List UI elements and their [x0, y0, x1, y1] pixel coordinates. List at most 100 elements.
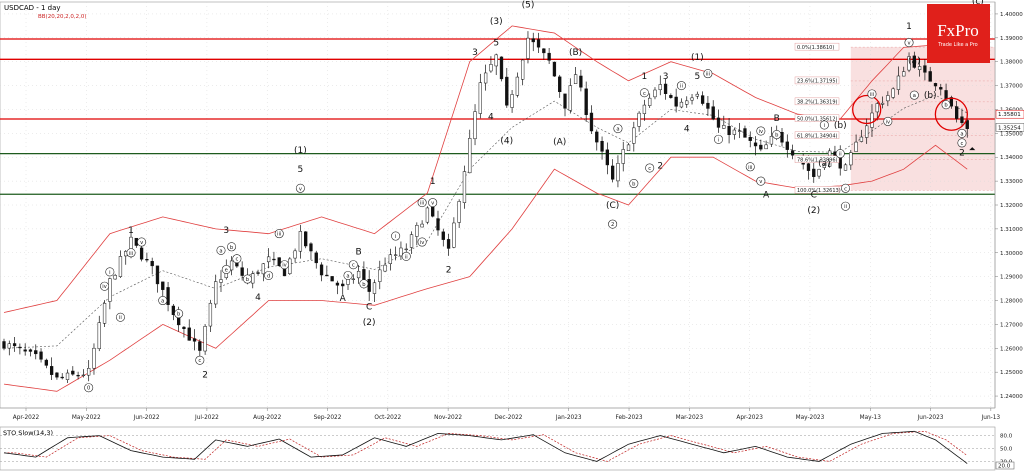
wave-label: 3: [472, 48, 478, 58]
candle-body: [637, 112, 641, 127]
wave-label: c: [235, 257, 238, 263]
wave-label: c: [198, 358, 201, 364]
candle-body: [923, 65, 927, 73]
candle-body: [76, 374, 80, 377]
candle-body: [468, 138, 472, 174]
candle-body: [7, 343, 11, 349]
candle-body: [716, 117, 721, 128]
candle-body: [499, 56, 504, 80]
candle-body: [457, 201, 461, 223]
candle-body: [722, 125, 726, 129]
candle-body: [341, 283, 345, 287]
wave-circle: [417, 237, 427, 247]
wave-label: (3): [490, 17, 503, 27]
candle-body: [182, 326, 186, 329]
highlight-circles: [852, 94, 976, 151]
wave-circle: [359, 279, 369, 289]
wave-circle: [883, 116, 893, 126]
candle-body: [817, 169, 821, 177]
wave-label: v: [431, 201, 434, 207]
candle-body: [626, 144, 631, 151]
fib-label-box: [794, 155, 840, 163]
candle-body: [648, 97, 652, 106]
candle-body: [161, 281, 165, 290]
wave-label: v: [759, 179, 762, 185]
wave-circle: [137, 237, 147, 247]
candle-body: [579, 75, 583, 88]
candle-body: [404, 248, 408, 251]
candle-body: [266, 256, 271, 263]
candle-body: [595, 131, 599, 143]
candle-body: [415, 225, 419, 237]
candle-body: [28, 349, 33, 352]
wave-circle: [158, 296, 168, 306]
fib-label-box: [794, 186, 840, 194]
candle-body: [955, 106, 959, 119]
wave-circle: [115, 312, 125, 322]
candle-body: [367, 279, 371, 292]
price-tick-label: 1.33000: [1000, 179, 1023, 185]
candle-body: [849, 152, 853, 166]
stochastic-main: [3, 430, 968, 464]
candle-body: [695, 93, 699, 97]
fib-label: 100.0%(1.32613): [797, 188, 841, 194]
wave-circle: [904, 38, 914, 48]
candle-body: [669, 95, 673, 98]
candle-body: [552, 61, 557, 77]
candle-body: [203, 326, 207, 352]
candle-body: [700, 95, 705, 104]
stochastic-signal: [4, 430, 968, 462]
wave-circle: [639, 88, 649, 98]
candle-body: [462, 171, 467, 203]
logo-background: [927, 4, 990, 63]
fibonacci-labels: 0.0%(1.38610) 23.6%(1.37195) 38.2%(1.36319…: [794, 42, 841, 194]
wave-label: b: [632, 182, 636, 188]
wave-label: iv: [282, 263, 287, 269]
time-tick-label: Dec-2022: [494, 415, 522, 421]
marked-price-box: [995, 109, 1024, 119]
candle-body: [759, 144, 763, 150]
current-price-label: 1.35254: [998, 125, 1021, 131]
candle-body: [880, 102, 885, 105]
wave-label: b: [362, 282, 366, 288]
fib-label-box: [794, 131, 840, 139]
wave-circle: [835, 149, 845, 159]
candle-body: [843, 164, 848, 171]
wave-label: A: [763, 190, 770, 200]
wave-label: 5: [694, 72, 700, 82]
wave-label: d: [267, 273, 270, 279]
candle-body: [102, 303, 107, 324]
candle-body: [97, 322, 101, 349]
wave-circle: [195, 355, 205, 365]
candle-body: [71, 370, 75, 375]
candle-body: [192, 338, 197, 342]
candle-body: [39, 351, 43, 360]
candle-body: [790, 150, 795, 156]
candle-body: [690, 97, 694, 101]
wave-circle: [772, 130, 782, 140]
wave-circle: [629, 179, 639, 189]
wave-label: iii: [277, 232, 281, 238]
candle-body: [208, 302, 213, 327]
time-tick-label: May-2022: [72, 415, 101, 421]
candle-body: [65, 372, 70, 380]
candle-body: [738, 130, 742, 132]
wave-label: (c): [972, 0, 984, 7]
wave-label: i: [824, 123, 825, 129]
fib-label: 0.0%(1.38610): [797, 45, 834, 51]
candle-body: [483, 72, 488, 84]
fib-label: 23.6%(1.37195): [797, 79, 838, 85]
wave-label: B: [774, 114, 780, 124]
candle-body: [547, 52, 551, 61]
candle-body: [478, 82, 482, 114]
candle-body: [769, 136, 774, 145]
wave-label: ii: [405, 254, 408, 260]
wave-label: 4: [488, 113, 494, 123]
candle-body: [129, 236, 133, 250]
wave-circle: [100, 281, 110, 291]
symbol-label: USDCAD - 1 day: [4, 4, 61, 12]
candle-body: [902, 71, 906, 77]
candle-body: [139, 247, 144, 260]
price-tick-label: 1.35000: [1000, 131, 1023, 137]
candle-body: [505, 76, 509, 106]
